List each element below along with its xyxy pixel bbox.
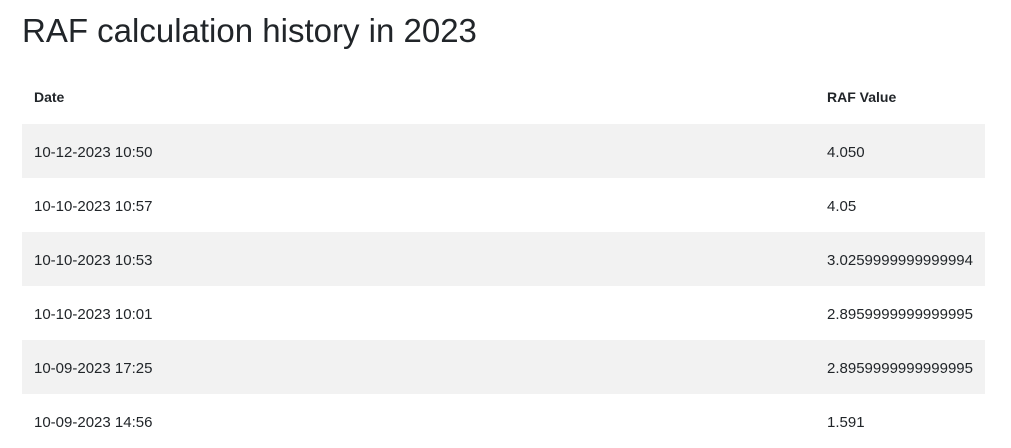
page-title: RAF calculation history in 2023 <box>22 12 477 49</box>
date-cell: 10-09-2023 17:25 <box>22 340 815 394</box>
date-cell: 10-12-2023 10:50 <box>22 124 815 178</box>
table-row: 10-09-2023 17:25 2.8959999999999995 <box>22 340 985 394</box>
date-cell: 10-09-2023 14:56 <box>34 413 153 431</box>
table-row: 10-09-2023 14:56 1.591 <box>22 394 985 448</box>
date-cell: 10-10-2023 10:53 <box>22 232 815 286</box>
date-cell: 10-10-2023 10:01 <box>34 305 153 323</box>
raf-value-cell: 4.050 <box>815 124 985 178</box>
date-cell: 10-10-2023 10:57 <box>34 197 153 215</box>
table-header-row: Date RAF Value <box>22 70 985 124</box>
table-row: 10-10-2023 10:57 4.05 <box>22 178 985 232</box>
raf-value-cell: 2.8959999999999995 <box>815 340 985 394</box>
raf-value-cell: 2.8959999999999995 <box>827 305 973 323</box>
raf-history-table: Date RAF Value 10-12-2023 10:50 4.050 10-… <box>22 70 985 448</box>
table-row: 10-10-2023 10:53 3.0259999999999994 <box>22 232 985 286</box>
table-row: 10-10-2023 10:01 2.8959999999999995 <box>22 286 985 340</box>
table-row: 10-12-2023 10:50 4.050 <box>22 124 985 178</box>
raf-value-cell: 1.591 <box>827 413 865 431</box>
raf-value-cell: 4.05 <box>827 197 857 215</box>
raf-value-cell: 3.0259999999999994 <box>815 232 985 286</box>
column-header-raf-value: RAF Value <box>827 89 897 105</box>
column-header-date: Date <box>34 89 65 105</box>
